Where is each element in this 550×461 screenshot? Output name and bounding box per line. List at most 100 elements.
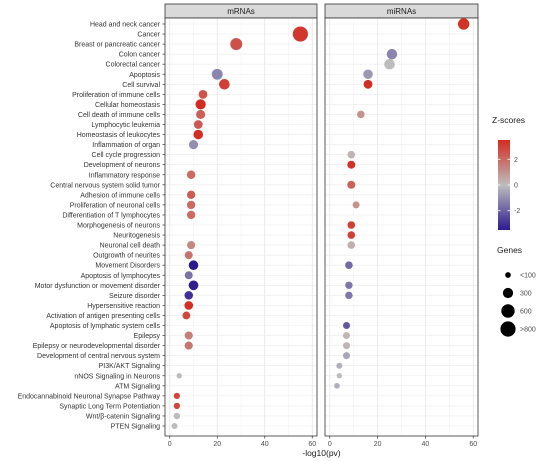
- data-point: [363, 79, 373, 89]
- y-tick-label: Motor dysfunction or movement disorder: [35, 283, 161, 290]
- data-point: [188, 140, 199, 150]
- size-legend-label: 300: [520, 291, 532, 298]
- y-tick-label: Inflammatory response: [89, 172, 160, 179]
- data-point: [186, 190, 196, 200]
- data-point: [336, 373, 343, 379]
- y-tick-label: Seizure disorder: [109, 293, 161, 300]
- x-tick-label: 40: [422, 441, 430, 448]
- y-tick-label: Cell cycle progression: [92, 152, 161, 159]
- data-point: [173, 412, 181, 420]
- y-tick-label: Epilepsy: [134, 333, 161, 340]
- data-point: [198, 89, 208, 99]
- data-point: [347, 160, 356, 169]
- data-point: [186, 210, 196, 220]
- y-tick-label: Synaptic Long Term Potentiation: [59, 403, 160, 410]
- color-legend-title: Z-scores: [492, 115, 525, 125]
- data-point: [363, 69, 373, 80]
- size-legend-dot: [505, 272, 511, 278]
- size-legend-title: Genes: [497, 245, 522, 255]
- x-ticks-mrnas: 0 20 40 60: [168, 436, 316, 448]
- data-point: [347, 241, 356, 249]
- data-point: [173, 402, 181, 410]
- data-point: [347, 231, 356, 239]
- y-tick-label: Neuritogenesis: [113, 233, 160, 240]
- data-point: [336, 362, 343, 369]
- data-point: [188, 280, 199, 291]
- x-ticks-mirnas: 0 20 40 60: [328, 436, 477, 448]
- data-point: [195, 99, 206, 110]
- data-point: [211, 68, 223, 80]
- data-point: [345, 281, 353, 290]
- facet-title-mirnas: miRNAs: [387, 7, 416, 16]
- x-tick-label: 0: [328, 441, 332, 448]
- y-tick-label: Wnt/β-catenin Signaling: [86, 413, 160, 420]
- y-tick-label: Cell death of immune cells: [78, 112, 161, 119]
- panel-border-mirnas: [324, 17, 479, 437]
- x-tick-label: 60: [469, 441, 477, 448]
- y-tick-label: Development of central nervous system: [37, 353, 160, 360]
- size-legend-label: 600: [520, 309, 532, 316]
- y-tick-label: Breast or pancreatic cancer: [74, 42, 160, 49]
- data-point: [347, 150, 356, 159]
- size-legend: Genes <100 300 600 >800: [497, 245, 536, 337]
- size-legend-label: <100: [520, 273, 536, 280]
- data-point: [347, 221, 356, 229]
- y-tick-label: Cancer: [137, 32, 160, 39]
- y-tick-label: Epilepsy or neurodevelopmental disorder: [33, 343, 161, 350]
- y-tick-label: Cellular homeostasis: [95, 102, 160, 109]
- y-tick-label: ATM Signaling: [115, 383, 160, 390]
- data-point: [184, 331, 193, 340]
- facet-mirnas: miRNAs 0 20 40 60: [324, 3, 479, 448]
- data-point: [184, 301, 194, 310]
- size-legend-label: >800: [520, 327, 536, 334]
- data-point: [182, 311, 191, 320]
- y-tick-label: Morphogenesis of neurons: [77, 223, 160, 230]
- y-tick-label: Head and neck cancer: [90, 22, 161, 29]
- y-tick-label: Proliferation of neuronal cells: [70, 202, 161, 209]
- data-point: [384, 58, 395, 70]
- y-tick-label: Proliferation of immune cells: [72, 92, 160, 99]
- x-tick-label: 40: [261, 441, 269, 448]
- data-point: [357, 110, 365, 119]
- grid-mrnas: [165, 18, 317, 436]
- y-tick-label: Apoptosis: [129, 72, 160, 79]
- data-point: [193, 120, 203, 129]
- data-point: [343, 322, 351, 329]
- y-tick-label: Movement Disorders: [95, 263, 160, 270]
- data-point: [334, 382, 340, 389]
- color-legend-tick: 0: [514, 183, 518, 190]
- y-tick-label: Apoptosis of lymphatic system cells: [50, 323, 161, 330]
- y-tick-label: PTEN Signaling: [111, 424, 161, 431]
- y-tick-label: nNOS Signaling in Neurons: [74, 373, 160, 380]
- data-point: [219, 79, 230, 90]
- size-legend-dot: [502, 287, 514, 299]
- data-point: [187, 241, 196, 250]
- data-point: [176, 373, 182, 379]
- y-tick-label: Cell survival: [122, 82, 160, 89]
- y-tick-label: Endocannabinoid Neuronal Synapse Pathway: [18, 393, 161, 400]
- data-point: [184, 291, 194, 300]
- points-mirnas: [334, 18, 470, 389]
- x-tick-label: 20: [213, 441, 221, 448]
- y-tick-label: Lymphocytic leukemia: [91, 122, 160, 129]
- data-point: [457, 18, 470, 30]
- y-tick-label: Development of neurons: [84, 162, 161, 169]
- y-tick-label: Homeostasis of leukocytes: [77, 132, 161, 139]
- data-point: [186, 170, 196, 180]
- y-tick-label: Central nervous system solid tumor: [50, 182, 160, 189]
- data-point: [347, 180, 356, 189]
- data-point: [386, 48, 398, 60]
- data-point: [292, 26, 308, 42]
- x-tick-label: 0: [168, 441, 172, 448]
- data-point: [184, 341, 193, 350]
- y-tick-label: Adhesion of immune cells: [80, 192, 160, 199]
- points-mrnas: [171, 26, 308, 430]
- data-point: [184, 251, 193, 260]
- facet-title-mrnas: mRNAs: [227, 7, 255, 16]
- y-tick-label: Colon cancer: [119, 52, 161, 59]
- color-legend-tick: -2: [514, 208, 520, 215]
- size-legend-dot: [500, 321, 516, 337]
- panel-border-mrnas: [164, 17, 318, 437]
- color-legend-bar: [498, 140, 510, 230]
